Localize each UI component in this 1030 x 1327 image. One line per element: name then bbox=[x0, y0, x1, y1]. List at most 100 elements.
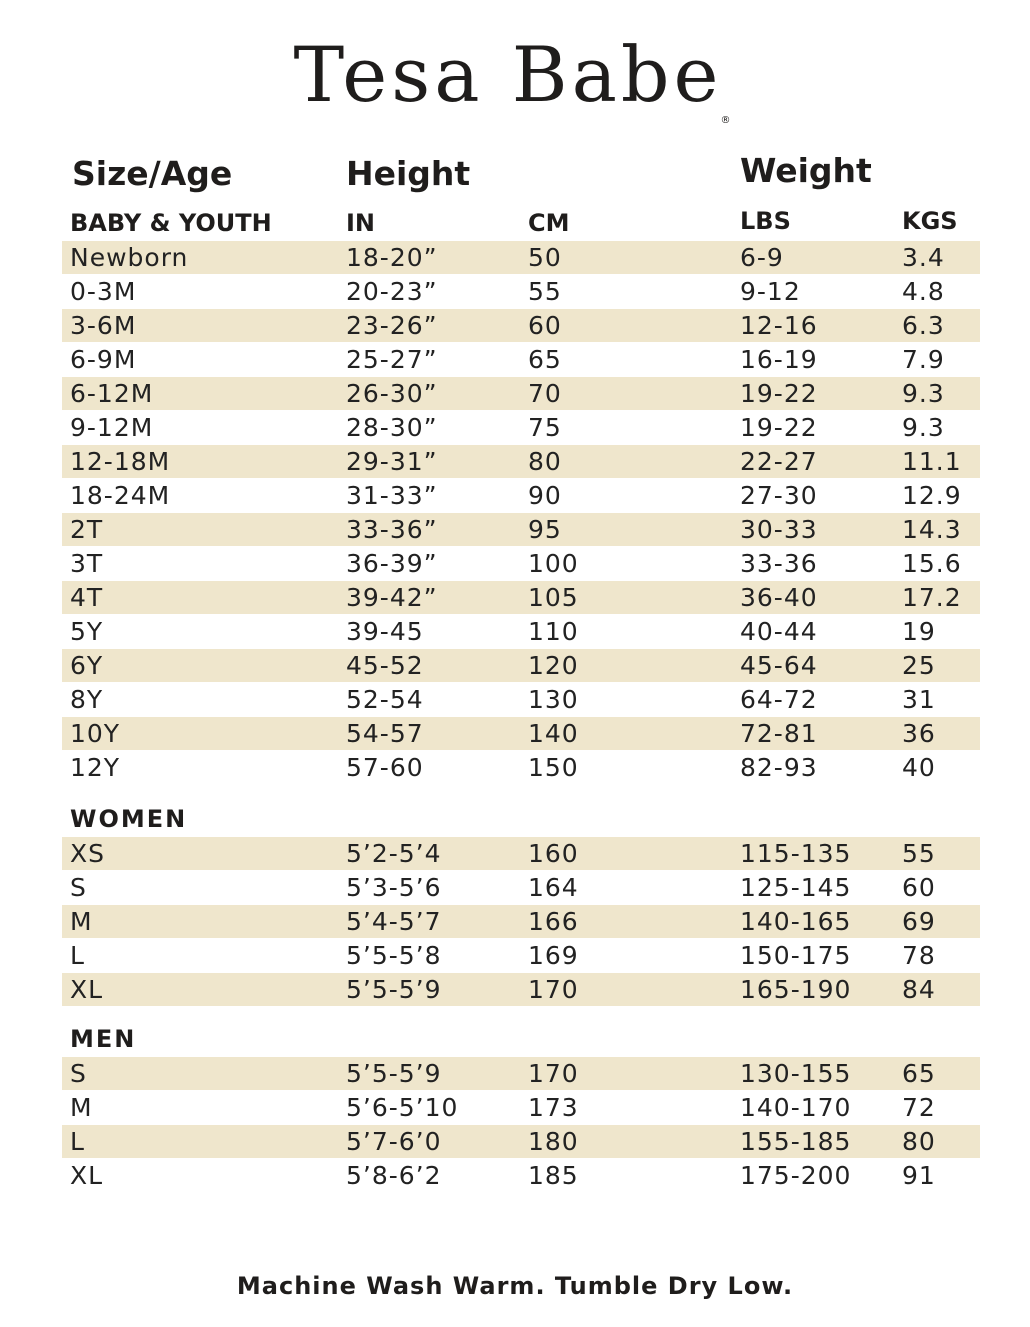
table-row: 8Y 52-54 130 64-72 31 bbox=[62, 683, 980, 716]
height-cm-cell: 55 bbox=[528, 277, 562, 306]
size-cell: M bbox=[70, 907, 93, 936]
height-in-cell: 39-42” bbox=[346, 583, 438, 612]
height-cm-cell: 150 bbox=[528, 753, 579, 782]
weight-kgs-cell: 65 bbox=[902, 1059, 936, 1088]
weight-lbs-cell: 150-175 bbox=[740, 941, 852, 970]
table-row: 4T 39-42” 105 36-40 17.2 bbox=[62, 581, 980, 614]
table-row: 12-18M 29-31” 80 22-27 11.1 bbox=[62, 445, 980, 478]
size-cell: Newborn bbox=[70, 243, 189, 272]
height-in-cell: 5’5-5’9 bbox=[346, 975, 442, 1004]
height-in-cell: 36-39” bbox=[346, 549, 438, 578]
weight-lbs-cell: 30-33 bbox=[740, 515, 818, 544]
table-row: 6-12M 26-30” 70 19-22 9.3 bbox=[62, 377, 980, 410]
height-in-cell: 57-60 bbox=[346, 753, 424, 782]
weight-kgs-cell: 55 bbox=[902, 839, 936, 868]
height-cm-cell: 169 bbox=[528, 941, 579, 970]
weight-kgs-cell: 17.2 bbox=[902, 583, 962, 612]
weight-kgs-cell: 7.9 bbox=[902, 345, 945, 374]
table-row: 0-3M 20-23” 55 9-12 4.8 bbox=[62, 275, 980, 308]
weight-kgs-cell: 91 bbox=[902, 1161, 936, 1190]
height-cm-cell: 50 bbox=[528, 243, 562, 272]
weight-kgs-cell: 84 bbox=[902, 975, 936, 1004]
weight-lbs-cell: 175-200 bbox=[740, 1161, 852, 1190]
weight-lbs-cell: 40-44 bbox=[740, 617, 818, 646]
size-cell: 6-9M bbox=[70, 345, 137, 374]
section-title: BABY & YOUTH bbox=[70, 209, 272, 237]
weight-lbs-cell: 27-30 bbox=[740, 481, 818, 510]
weight-lbs-cell: 6-9 bbox=[740, 243, 784, 272]
size-cell: 6Y bbox=[70, 651, 104, 680]
weight-lbs-cell: 140-165 bbox=[740, 907, 852, 936]
size-cell: 6-12M bbox=[70, 379, 154, 408]
height-in-cell: 5’5-5’8 bbox=[346, 941, 442, 970]
table-row: 9-12M 28-30” 75 19-22 9.3 bbox=[62, 411, 980, 444]
size-cell: M bbox=[70, 1093, 93, 1122]
height-in-cell: 18-20” bbox=[346, 243, 438, 272]
section-title: MEN bbox=[70, 1025, 137, 1053]
height-in-cell: 45-52 bbox=[346, 651, 424, 680]
height-header: Height bbox=[346, 154, 471, 193]
table-row: XS 5’2-5’4 160 115-135 55 bbox=[62, 837, 980, 870]
weight-kgs-cell: 9.3 bbox=[902, 379, 945, 408]
weight-lbs-cell: 165-190 bbox=[740, 975, 852, 1004]
height-cm-cell: 164 bbox=[528, 873, 579, 902]
height-in-cell: 31-33” bbox=[346, 481, 438, 510]
size-cell: XS bbox=[70, 839, 105, 868]
height-cm-cell: 105 bbox=[528, 583, 579, 612]
table-row: 3T 36-39” 100 33-36 15.6 bbox=[62, 547, 980, 580]
height-in-cell: 39-45 bbox=[346, 617, 424, 646]
table-row: L 5’5-5’8 169 150-175 78 bbox=[62, 939, 980, 972]
lbs-column-header: LBS bbox=[740, 207, 791, 235]
weight-kgs-cell: 78 bbox=[902, 941, 936, 970]
weight-kgs-cell: 72 bbox=[902, 1093, 936, 1122]
weight-lbs-cell: 45-64 bbox=[740, 651, 818, 680]
size-cell: L bbox=[70, 1127, 85, 1156]
size-cell: S bbox=[70, 873, 87, 902]
table-row: 5Y 39-45 110 40-44 19 bbox=[62, 615, 980, 648]
height-in-cell: 5’4-5’7 bbox=[346, 907, 442, 936]
weight-kgs-cell: 31 bbox=[902, 685, 936, 714]
height-in-cell: 5’5-5’9 bbox=[346, 1059, 442, 1088]
weight-kgs-cell: 11.1 bbox=[902, 447, 962, 476]
weight-lbs-cell: 155-185 bbox=[740, 1127, 852, 1156]
size-cell: 12Y bbox=[70, 753, 121, 782]
height-in-cell: 29-31” bbox=[346, 447, 438, 476]
height-cm-cell: 185 bbox=[528, 1161, 579, 1190]
table-row: XL 5’5-5’9 170 165-190 84 bbox=[62, 973, 980, 1006]
height-in-cell: 33-36” bbox=[346, 515, 438, 544]
height-cm-cell: 180 bbox=[528, 1127, 579, 1156]
size-cell: 12-18M bbox=[70, 447, 171, 476]
height-in-cell: 26-30” bbox=[346, 379, 438, 408]
size-cell: S bbox=[70, 1059, 87, 1088]
size-cell: 10Y bbox=[70, 719, 121, 748]
height-cm-cell: 130 bbox=[528, 685, 579, 714]
height-in-cell: 28-30” bbox=[346, 413, 438, 442]
table-row: M 5’4-5’7 166 140-165 69 bbox=[62, 905, 980, 938]
weight-kgs-cell: 9.3 bbox=[902, 413, 945, 442]
section-title: WOMEN bbox=[70, 805, 188, 833]
weight-lbs-cell: 82-93 bbox=[740, 753, 818, 782]
height-cm-cell: 100 bbox=[528, 549, 579, 578]
height-in-cell: 5’2-5’4 bbox=[346, 839, 442, 868]
weight-kgs-cell: 15.6 bbox=[902, 549, 962, 578]
size-cell: 2T bbox=[70, 515, 104, 544]
weight-header: Weight bbox=[740, 151, 872, 190]
size-cell: XL bbox=[70, 975, 104, 1004]
height-in-cell: 23-26” bbox=[346, 311, 438, 340]
weight-lbs-cell: 36-40 bbox=[740, 583, 818, 612]
weight-kgs-cell: 25 bbox=[902, 651, 936, 680]
size-age-header: Size/Age bbox=[72, 154, 233, 193]
table-row: S 5’3-5’6 164 125-145 60 bbox=[62, 871, 980, 904]
height-cm-cell: 90 bbox=[528, 481, 562, 510]
height-in-cell: 5’8-6’2 bbox=[346, 1161, 442, 1190]
table-row: 12Y 57-60 150 82-93 40 bbox=[62, 751, 980, 784]
table-row: 18-24M 31-33” 90 27-30 12.9 bbox=[62, 479, 980, 512]
table-row: 2T 33-36” 95 30-33 14.3 bbox=[62, 513, 980, 546]
height-in-cell: 5’7-6’0 bbox=[346, 1127, 442, 1156]
cm-column-header: CM bbox=[528, 209, 570, 237]
weight-lbs-cell: 19-22 bbox=[740, 379, 818, 408]
weight-kgs-cell: 4.8 bbox=[902, 277, 945, 306]
height-cm-cell: 95 bbox=[528, 515, 562, 544]
weight-kgs-cell: 36 bbox=[902, 719, 936, 748]
height-cm-cell: 140 bbox=[528, 719, 579, 748]
